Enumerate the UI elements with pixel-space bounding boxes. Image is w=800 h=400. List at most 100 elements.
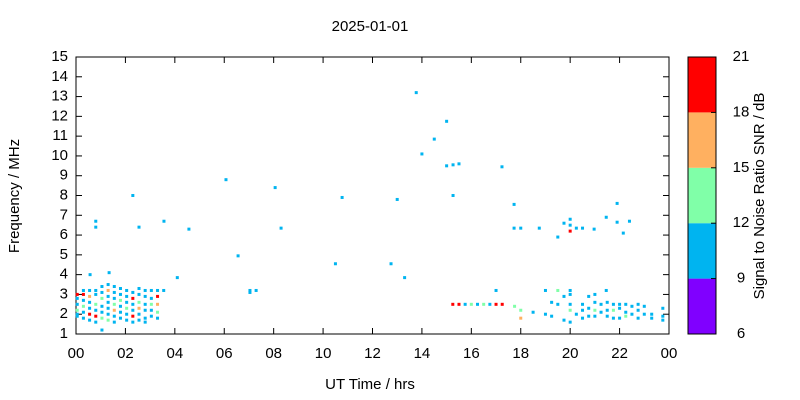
data-point: [587, 314, 591, 318]
x-tick-label: 20: [562, 345, 579, 362]
data-point: [630, 312, 634, 316]
data-point: [615, 220, 619, 224]
data-point: [445, 164, 449, 168]
data-point: [661, 306, 665, 310]
y-tick-label: 6: [60, 226, 68, 243]
data-point: [125, 312, 129, 316]
data-point: [457, 162, 461, 166]
data-point: [531, 310, 535, 314]
data-point: [593, 300, 597, 304]
colorbar-band: [688, 57, 716, 113]
data-point: [149, 302, 153, 306]
data-point: [543, 288, 547, 292]
data-point: [636, 308, 640, 312]
colorbar-tick-label: 18: [733, 103, 750, 120]
data-point: [248, 290, 252, 294]
y-tick-label: 12: [51, 107, 68, 124]
y-tick-label: 5: [60, 246, 68, 263]
y-tick-label: 9: [60, 167, 68, 184]
data-point: [636, 316, 640, 320]
data-point: [112, 308, 116, 312]
data-point: [627, 219, 631, 223]
data-point: [604, 288, 608, 292]
data-point: [75, 314, 79, 318]
data-point: [562, 318, 566, 322]
data-point: [414, 91, 418, 95]
data-point: [149, 314, 153, 318]
data-point: [500, 165, 504, 169]
x-tick-label: 06: [216, 345, 233, 362]
x-tick-label: 10: [315, 345, 332, 362]
data-point: [618, 306, 622, 310]
x-tick-label: 02: [117, 345, 134, 362]
data-point: [106, 294, 110, 298]
data-point: [100, 328, 104, 332]
data-point: [568, 308, 572, 312]
data-point: [550, 314, 554, 318]
data-point: [605, 300, 609, 304]
colorbar-tick-label: 9: [737, 270, 745, 287]
x-tick-label: 22: [611, 345, 628, 362]
data-point: [445, 119, 449, 123]
data-point: [621, 231, 625, 235]
data-point: [642, 304, 646, 308]
data-point: [131, 296, 135, 300]
data-point: [94, 308, 98, 312]
data-point: [581, 308, 585, 312]
data-point: [118, 316, 122, 320]
data-point: [592, 227, 596, 231]
data-point: [469, 302, 473, 306]
data-point: [451, 302, 455, 306]
data-point: [94, 292, 98, 296]
data-point: [593, 314, 597, 318]
data-point: [131, 308, 135, 312]
data-point: [587, 306, 591, 310]
data-point: [143, 308, 147, 312]
data-point: [568, 292, 572, 296]
data-point: [143, 288, 147, 292]
data-point: [248, 288, 252, 292]
y-tick-label: 7: [60, 206, 68, 223]
data-point: [143, 294, 147, 298]
data-point: [162, 219, 166, 223]
y-tick-label: 1: [60, 325, 68, 342]
data-point: [463, 302, 467, 306]
data-point: [106, 306, 110, 310]
data-point: [131, 194, 135, 197]
data-point: [451, 194, 455, 197]
data-point: [543, 312, 547, 316]
colorbar-title: Signal to Noise Ratio SNR / dB: [751, 93, 768, 300]
data-point: [75, 302, 79, 306]
data-point: [112, 320, 116, 324]
data-point: [88, 300, 92, 304]
data-point: [187, 227, 191, 231]
data-point: [624, 302, 628, 306]
data-point: [137, 312, 141, 316]
x-tick-label: 08: [265, 345, 282, 362]
data-point: [100, 316, 104, 320]
data-point: [137, 225, 141, 229]
data-point: [624, 314, 628, 318]
colorbar-tick-label: 12: [733, 214, 750, 231]
plot-frame: [75, 56, 670, 335]
colorbar-band: [688, 112, 716, 168]
data-point: [537, 226, 541, 230]
data-point: [88, 273, 92, 277]
data-point: [513, 304, 517, 308]
data-point: [143, 316, 147, 320]
x-tick-label: 14: [414, 345, 431, 362]
colorbar-tick-label: 6: [737, 325, 745, 342]
data-point: [75, 308, 79, 312]
data-point: [149, 308, 153, 312]
data-point: [574, 312, 578, 316]
data-point: [112, 285, 116, 289]
data-point: [137, 306, 141, 310]
data-point: [125, 288, 129, 292]
data-point: [131, 320, 135, 324]
data-point: [175, 276, 179, 280]
data-point: [512, 202, 516, 206]
data-point: [512, 226, 516, 230]
data-point: [236, 254, 240, 258]
x-axis-title: UT Time / hrs: [325, 376, 415, 393]
